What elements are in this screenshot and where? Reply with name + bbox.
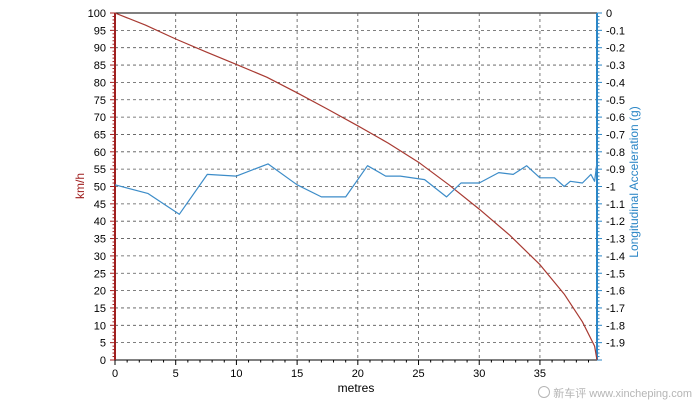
x-axis-label: metres [338, 381, 375, 395]
x-tick-label: 10 [230, 368, 242, 380]
y-right-tick-label: -1.9 [606, 338, 625, 350]
y-right-tick-label: -0.9 [606, 164, 625, 176]
y-left-tick-label: 85 [94, 60, 106, 72]
watermark-logo-icon [538, 386, 551, 398]
y-right-tick-label: -1.4 [606, 251, 625, 263]
y-left-tick-label: 100 [88, 8, 106, 20]
y-right-tick-label: -1 [606, 182, 616, 194]
y-left-tick-label: 35 [94, 234, 106, 246]
y-left-tick-label: 75 [94, 95, 106, 107]
y-axis-left-label: km/h [73, 173, 87, 199]
y-left-tick-label: 60 [94, 147, 106, 159]
y-right-tick-label: -1.8 [606, 320, 625, 332]
y-left-tick-label: 80 [94, 77, 106, 89]
watermark-text: 新车评 www.xincheping.com [553, 388, 692, 400]
y-right-tick-label: -0.6 [606, 112, 625, 124]
y-right-tick-label: -0.8 [606, 147, 625, 159]
y-right-tick-label: -0.5 [606, 95, 625, 107]
y-left-tick-label: 55 [94, 164, 106, 176]
grid [114, 12, 598, 361]
y-left-tick-label: 5 [100, 338, 106, 350]
y-left-tick-label: 50 [94, 182, 106, 194]
y-left-tick-label: 70 [94, 112, 106, 124]
y-left-tick-label: 30 [94, 251, 106, 263]
y-right-tick-label: -1.3 [606, 234, 625, 246]
y-left-tick-label: 25 [94, 268, 106, 280]
y-left-tick-label: 10 [94, 320, 106, 332]
x-tick-label: 20 [352, 368, 364, 380]
y-right-tick-label: -1.2 [606, 216, 625, 228]
y-left-tick-label: 95 [94, 25, 106, 37]
y-axis-right-label: Longitudinal Acceleration (g) [627, 106, 641, 257]
y-right-tick-label: -0.3 [606, 60, 625, 72]
y-right-tick-label: -1.7 [606, 303, 625, 315]
x-tick-label: 35 [534, 368, 546, 380]
y-right-tick-label: 0 [606, 8, 612, 20]
x-tick-label: 15 [291, 368, 303, 380]
y-right-tick-label: -1.1 [606, 199, 625, 211]
y-right-tick-label: -1.5 [606, 268, 625, 280]
y-right-tick-label: -0.1 [606, 25, 625, 37]
y-left-tick-label: 20 [94, 286, 106, 298]
acceleration-series-line [114, 162, 598, 215]
y-left-tick-label: 15 [94, 303, 106, 315]
y-left-tick-label: 65 [94, 129, 106, 141]
y-right-tick-label: -0.2 [606, 43, 625, 55]
tick-labels: 0510152025303540455055606570758085909510… [88, 8, 625, 380]
speed-series-line [114, 12, 598, 361]
y-right-tick-label: -0.7 [606, 129, 625, 141]
x-tick-label: 0 [112, 368, 118, 380]
y-left-tick-label: 45 [94, 199, 106, 211]
x-tick-label: 5 [173, 368, 179, 380]
watermark: 新车评 www.xincheping.com [538, 385, 692, 401]
series [114, 12, 598, 361]
y-right-tick-label: -0.4 [606, 77, 625, 89]
x-tick-label: 30 [473, 368, 485, 380]
y-left-tick-label: 90 [94, 43, 106, 55]
y-right-tick-label: -1.6 [606, 286, 625, 298]
x-tick-label: 25 [412, 368, 424, 380]
axes [110, 12, 602, 365]
y-left-tick-label: 40 [94, 216, 106, 228]
y-left-tick-label: 0 [100, 355, 106, 367]
